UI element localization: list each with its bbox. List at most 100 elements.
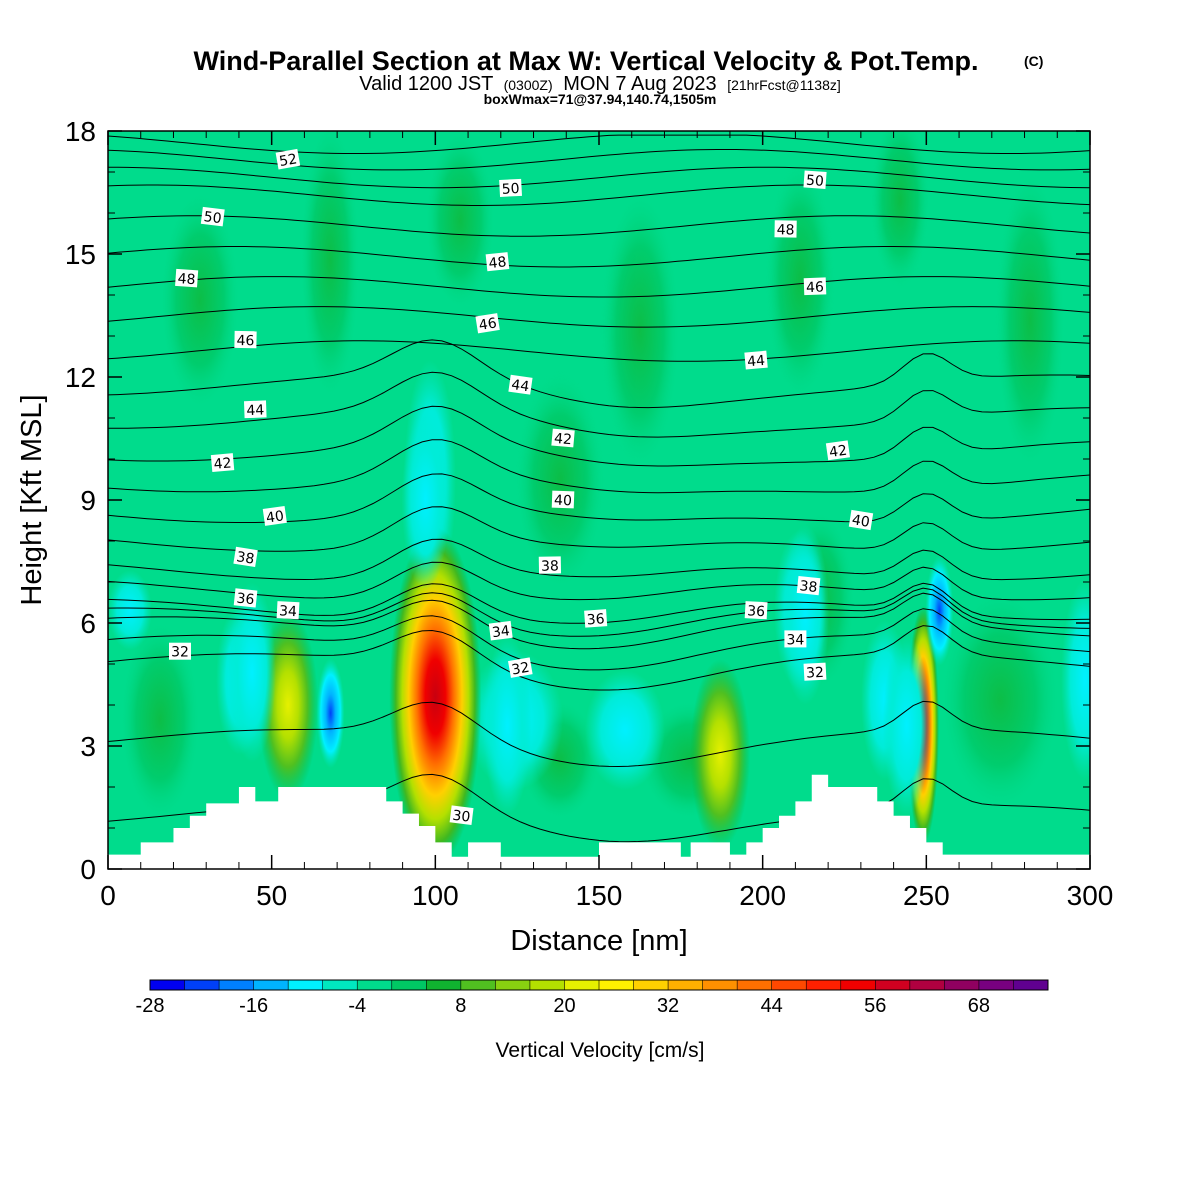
colorbar-tick-label: 44 [761, 995, 783, 1017]
colorbar-swatch [184, 980, 220, 990]
colorbar-tick-label: -16 [239, 995, 268, 1017]
svg-text:48: 48 [777, 222, 795, 238]
colorbar-swatch [875, 980, 911, 990]
svg-text:48: 48 [488, 254, 507, 272]
svg-text:36: 36 [586, 611, 605, 628]
colorbar-swatch [909, 980, 945, 990]
contour-label-36: 36 [744, 601, 768, 620]
contour-label-42: 42 [825, 440, 851, 461]
velocity-feature-10 [882, 635, 931, 816]
contour-label-40: 40 [848, 509, 874, 531]
colorbar-tick-label: 20 [553, 995, 575, 1017]
svg-text:38: 38 [541, 558, 559, 574]
isentrope-50 [108, 184, 1090, 206]
contour-label-38: 38 [538, 556, 562, 575]
x-tick-label: 100 [412, 880, 459, 911]
colorbar-swatch [840, 980, 876, 990]
colorbar-swatch [529, 980, 565, 990]
contour-label-50: 50 [803, 170, 827, 190]
isentrope-47 [108, 276, 1090, 298]
isentrope-35 [108, 587, 1090, 637]
contour-label-42: 42 [210, 453, 235, 473]
isentrope-51 [108, 166, 1090, 189]
svg-text:32: 32 [510, 660, 530, 679]
isentrope-37 [108, 561, 1090, 601]
svg-text:42: 42 [828, 443, 848, 461]
colorbar-swatch [150, 980, 185, 990]
colorbar-swatch [599, 980, 634, 990]
svg-text:52: 52 [278, 151, 298, 170]
svg-text:38: 38 [799, 578, 818, 596]
contour-label-46: 46 [234, 330, 257, 349]
contour-label-50: 50 [200, 206, 225, 227]
svg-text:46: 46 [236, 333, 254, 349]
colorbar-swatch [322, 980, 358, 990]
contour-label-34: 34 [784, 630, 807, 648]
svg-text:34: 34 [786, 632, 804, 648]
x-tick-label: 200 [739, 880, 786, 911]
isentrope-39 [108, 506, 1090, 552]
colorbar-swatch [806, 980, 842, 990]
svg-text:46: 46 [806, 279, 824, 296]
colorbar-swatch [737, 980, 772, 990]
colorbar-swatch [219, 980, 254, 990]
velocity-features [228, 410, 954, 867]
chart-title: Wind-Parallel Section at Max W: Vertical… [194, 46, 979, 76]
colorbar-tick-label: -28 [136, 995, 165, 1017]
contour-label-36: 36 [233, 588, 258, 609]
velocity-feature-5 [925, 555, 954, 666]
colorbar-swatch [253, 980, 289, 990]
x-tick-label: 150 [576, 880, 623, 911]
contour-label-44: 44 [243, 400, 267, 419]
isentrope-33 [108, 608, 1090, 671]
isentrope-48 [108, 246, 1090, 268]
contour-label-48: 48 [175, 268, 199, 288]
contour-label-38: 38 [233, 546, 258, 568]
svg-text:44: 44 [246, 402, 264, 419]
contour-label-40: 40 [262, 505, 287, 527]
svg-text:30: 30 [452, 808, 472, 826]
valid-date: MON 7 Aug 2023 [563, 73, 716, 95]
colorbar-swatch [633, 980, 669, 990]
contour-label-38: 38 [796, 575, 821, 596]
y-tick-label: 3 [80, 731, 96, 762]
colorbar-tick-label: 8 [455, 995, 466, 1017]
isentrope-49 [108, 215, 1090, 237]
x-axis-label: Distance [nm] [510, 925, 687, 957]
x-tick-label: 50 [256, 880, 287, 911]
isentrope-42 [108, 405, 1090, 467]
velocity-feature-9 [228, 582, 277, 763]
forecast-info: [21hrFcst@1138z] [727, 77, 841, 93]
contour-label-48: 48 [485, 252, 510, 272]
isentrope-44 [108, 339, 1090, 409]
contour-label-32: 32 [508, 657, 533, 679]
isentrope-34 [108, 592, 1090, 650]
colorbar-swatch [978, 980, 1014, 990]
velocity-feature-6 [401, 410, 450, 590]
svg-text:50: 50 [203, 209, 223, 227]
isentrope-45 [108, 340, 1090, 362]
copyright-mark: (C) [1024, 53, 1043, 69]
y-tick-label: 9 [80, 485, 96, 516]
colorbar-swatch [668, 980, 703, 990]
contour-label-52: 52 [275, 148, 301, 170]
svg-text:46: 46 [478, 315, 498, 334]
colorbar-swatch [944, 980, 980, 990]
isentrope-43 [108, 371, 1090, 438]
svg-text:40: 40 [265, 508, 285, 526]
svg-text:36: 36 [747, 603, 766, 620]
terrain-mask [108, 774, 1090, 869]
svg-text:36: 36 [236, 591, 255, 609]
colorbar-title: Vertical Velocity [cm/s] [496, 1039, 705, 1062]
isentrope-41 [108, 439, 1090, 494]
contour-label-46: 46 [803, 277, 827, 296]
colorbar-swatch [288, 980, 323, 990]
velocity-feature-3 [690, 659, 751, 850]
y-axis-label: Height [Kft MSL] [16, 394, 48, 605]
contour-label-34: 34 [276, 601, 300, 620]
svg-text:44: 44 [747, 353, 766, 370]
x-tick-label: 0 [100, 880, 116, 911]
colorbar-swatch [495, 980, 531, 990]
colorbar-swatch [771, 980, 807, 990]
y-tick-label: 0 [80, 854, 96, 885]
